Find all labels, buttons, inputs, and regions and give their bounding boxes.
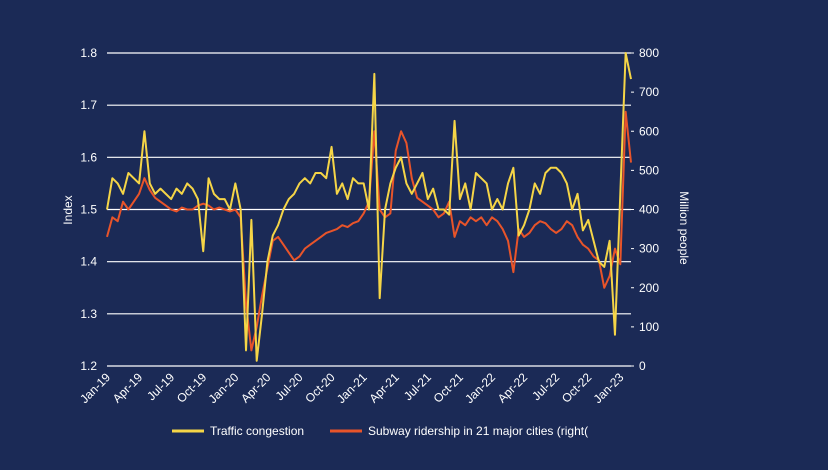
x-tick-label: Apr-20 bbox=[238, 370, 274, 406]
y-tick-label: 1.5 bbox=[80, 203, 97, 217]
y2-tick-label: 500 bbox=[639, 163, 659, 177]
legend-label: Traffic congestion bbox=[210, 424, 304, 438]
x-tick-label: Oct-22 bbox=[559, 370, 595, 406]
y2-tick-label: 300 bbox=[639, 242, 659, 256]
x-tick-label: Jan-21 bbox=[334, 370, 370, 406]
y2-tick-label: 600 bbox=[639, 124, 659, 138]
y2-tick-label: 100 bbox=[639, 320, 659, 334]
y-axis-label: Index bbox=[61, 195, 75, 224]
y2-tick-label: 700 bbox=[639, 85, 659, 99]
y2-tick-label: 0 bbox=[639, 359, 646, 373]
x-tick-label: Oct-21 bbox=[431, 370, 467, 406]
x-tick-label: Oct-19 bbox=[174, 370, 210, 406]
x-tick-label: Jan-23 bbox=[591, 370, 627, 406]
y2-axis-label: Million people bbox=[677, 191, 691, 265]
y-tick-label: 1.2 bbox=[80, 359, 97, 373]
y-tick-label: 1.8 bbox=[80, 46, 97, 60]
x-tick-label: Jul-21 bbox=[401, 370, 434, 403]
x-tick-label: Jul-22 bbox=[529, 370, 562, 403]
y2-tick-label: 800 bbox=[639, 46, 659, 60]
x-tick-label: Apr-19 bbox=[110, 370, 146, 406]
x-tick-label: Jul-20 bbox=[273, 370, 306, 403]
y-tick-label: 1.7 bbox=[80, 98, 97, 112]
series-line bbox=[106, 110, 632, 352]
x-tick-label: Jan-19 bbox=[77, 370, 113, 406]
x-tick-label: Apr-21 bbox=[366, 370, 402, 406]
y-tick-label: 1.6 bbox=[80, 150, 97, 164]
series-line bbox=[106, 52, 632, 362]
y-tick-label: 1.3 bbox=[80, 307, 97, 321]
x-tick-label: Jan-20 bbox=[206, 370, 242, 406]
x-tick-label: Oct-20 bbox=[302, 370, 338, 406]
y-tick-label: 1.4 bbox=[80, 255, 97, 269]
y2-tick-label: 400 bbox=[639, 203, 659, 217]
x-tick-label: Jan-22 bbox=[462, 370, 498, 406]
y2-tick-label: 200 bbox=[639, 281, 659, 295]
legend-label: Subway ridership in 21 major cities (rig… bbox=[368, 424, 588, 438]
x-tick-label: Jul-19 bbox=[144, 370, 177, 403]
x-tick-label: Apr-22 bbox=[495, 370, 531, 406]
